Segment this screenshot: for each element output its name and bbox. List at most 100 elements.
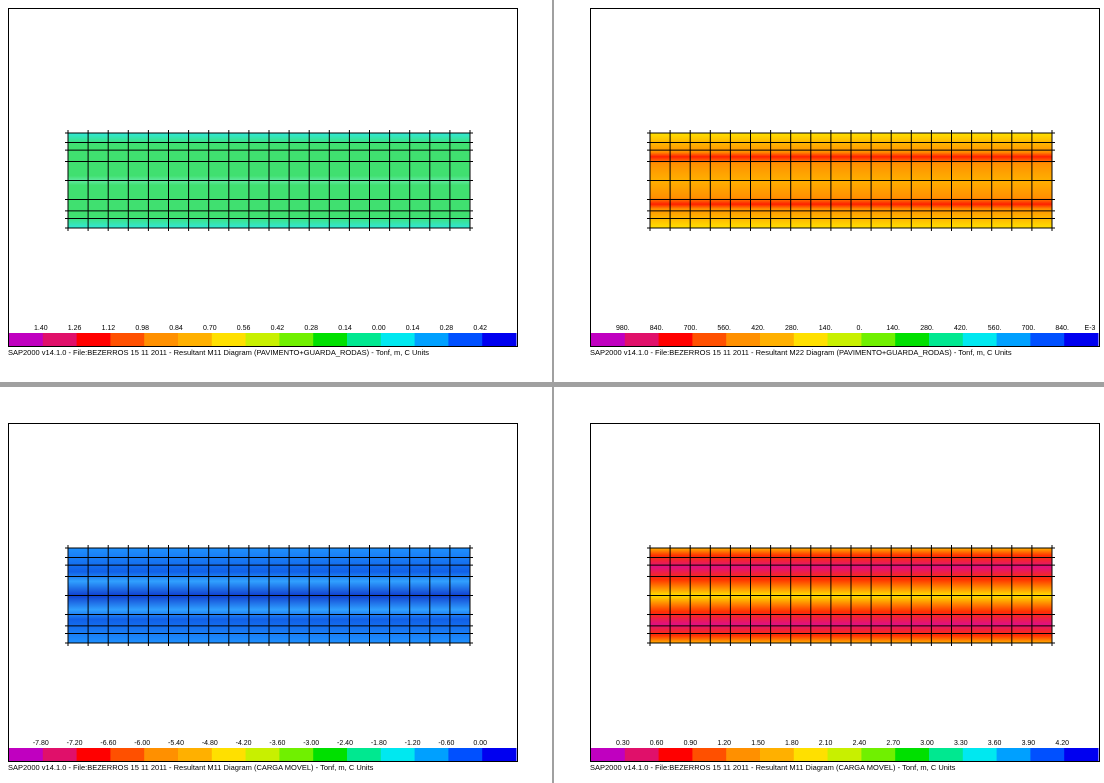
legend-label: 0.56 (237, 325, 251, 332)
legend-swatch (448, 333, 483, 346)
legend-swatch (624, 333, 660, 346)
legend-swatch (380, 748, 416, 761)
legend-label: 0.00 (473, 740, 487, 747)
legend-swatch (760, 333, 795, 346)
legend-swatch (178, 748, 213, 761)
legend-swatch (144, 748, 179, 761)
legend-label: 3.90 (1022, 740, 1036, 747)
legend-swatch (76, 748, 111, 761)
legend-label: 0.42 (271, 325, 285, 332)
legend-label: 840. (1055, 325, 1069, 332)
legend-label: 420. (751, 325, 765, 332)
legend-label: 2.40 (853, 740, 867, 747)
legend-label: 1.40 (34, 325, 48, 332)
legend-swatch (42, 333, 78, 346)
legend-label: 840. (650, 325, 664, 332)
contour-panel: 1.40 1.26 1.12 0.98 0.84 0.70 0.56 0.42 0.28 0.14… (8, 8, 518, 357)
legend-swatch (9, 748, 44, 761)
legend-label: 1.26 (68, 325, 82, 332)
legend-label: -7.80 (33, 740, 49, 747)
legend-label: 140. (886, 325, 900, 332)
contour-panel: -7.80 -7.20 -6.60 -6.00 -5.40 -4.80 -4.20 -3.60… (8, 423, 518, 772)
legend-label: -4.20 (236, 740, 252, 747)
legend-label: 0.14 (406, 325, 420, 332)
legend-label: 3.30 (954, 740, 968, 747)
legend-label: 700. (1022, 325, 1036, 332)
legend-label: 280. (920, 325, 934, 332)
legend-swatch (110, 748, 145, 761)
legend-label: 0.98 (135, 325, 149, 332)
legend-swatch (929, 748, 964, 761)
legend-label: 0. (856, 325, 862, 332)
legend-swatch (996, 748, 1031, 761)
caption: SAP2000 v14.1.0 - File:BEZERROS 15 11 20… (8, 348, 429, 357)
legend-label: E-3 (1085, 325, 1096, 332)
legend-swatch (482, 333, 517, 346)
legend-label: 0.28 (304, 325, 318, 332)
legend-label: -6.00 (134, 740, 150, 747)
legend-swatch (793, 333, 829, 346)
legend-label: -0.60 (438, 740, 454, 747)
legend-swatch (144, 333, 179, 346)
legend-swatch (827, 333, 862, 346)
contour-panel: 980. 840. 700. 560. 420. 280. 140. 0. 140. 280. 42… (590, 8, 1100, 357)
legend-swatch (1030, 748, 1065, 761)
legend-swatch (624, 748, 660, 761)
legend-label: 0.00 (372, 325, 386, 332)
divider-v (552, 0, 554, 783)
legend-swatch (414, 333, 449, 346)
legend-label: 4.20 (1055, 740, 1069, 747)
legend-swatch (895, 748, 930, 761)
legend-swatch (211, 333, 247, 346)
legend-swatch (827, 748, 862, 761)
legend-swatch (347, 748, 382, 761)
legend-label: -1.20 (405, 740, 421, 747)
contour-panel: 0.30 0.60 0.90 1.20 1.50 1.80 2.10 2.40 2.70 3.00… (590, 423, 1100, 772)
legend-label: 0.70 (203, 325, 217, 332)
caption: SAP2000 v14.1.0 - File:BEZERROS 15 11 20… (590, 348, 1012, 357)
legend-swatch (726, 333, 761, 346)
legend-label: 560. (988, 325, 1002, 332)
legend-label: 980. (616, 325, 630, 332)
legend-swatch (658, 748, 693, 761)
legend-label: 280. (785, 325, 799, 332)
legend-label: -1.80 (371, 740, 387, 747)
legend-label: -6.60 (100, 740, 116, 747)
legend-swatch (211, 748, 247, 761)
legend-swatch (42, 748, 78, 761)
legend-label: -3.00 (303, 740, 319, 747)
legend-swatch (658, 333, 693, 346)
legend-label: 1.50 (751, 740, 765, 747)
legend-label: 0.42 (473, 325, 487, 332)
legend-swatch (380, 333, 416, 346)
caption: SAP2000 v14.1.0 - File:BEZERROS 15 11 20… (590, 763, 956, 772)
legend-label: 0.84 (169, 325, 183, 332)
legend-swatch (591, 748, 626, 761)
legend-swatch (591, 333, 626, 346)
legend-label: 140. (819, 325, 833, 332)
legend-label: -7.20 (67, 740, 83, 747)
legend-swatch (178, 333, 213, 346)
legend-label: 1.80 (785, 740, 799, 747)
legend-label: 3.60 (988, 740, 1002, 747)
legend-label: -5.40 (168, 740, 184, 747)
legend-swatch (726, 748, 761, 761)
legend-swatch (245, 333, 280, 346)
legend-swatch (313, 748, 348, 761)
legend-label: 0.14 (338, 325, 352, 332)
legend-label: 2.10 (819, 740, 833, 747)
legend-label: 2.70 (886, 740, 900, 747)
legend-swatch (929, 333, 964, 346)
legend-swatch (482, 748, 517, 761)
legend-label: 1.20 (717, 740, 731, 747)
legend-swatch (692, 748, 727, 761)
legend-swatch (760, 748, 795, 761)
legend-label: -3.60 (269, 740, 285, 747)
legend-label: 0.28 (440, 325, 454, 332)
legend-swatch (861, 333, 896, 346)
legend-swatch (1064, 748, 1099, 761)
legend-swatch (313, 333, 348, 346)
legend-label: 0.90 (684, 740, 698, 747)
legend-swatch (1030, 333, 1065, 346)
